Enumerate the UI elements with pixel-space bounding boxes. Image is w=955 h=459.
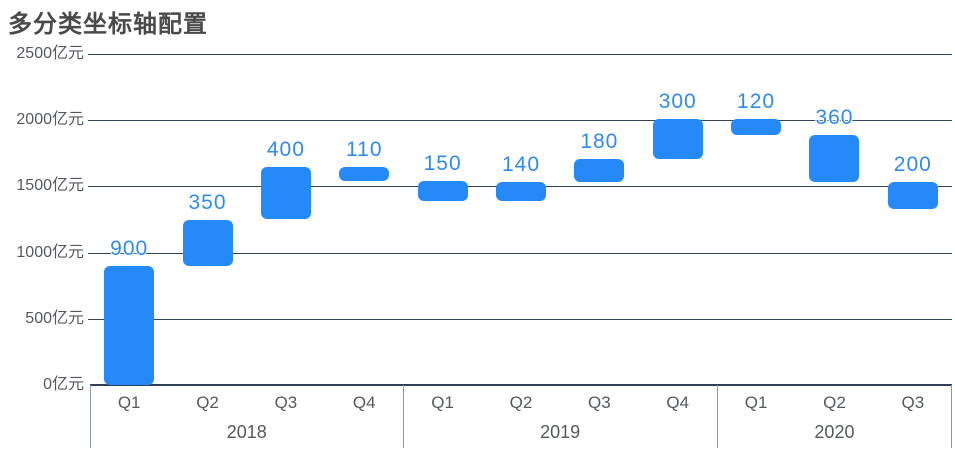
waterfall-bar-2019-Q4[interactable]	[652, 118, 703, 159]
x-axis-quarter-label: Q3	[588, 393, 611, 412]
waterfall-bar-2020-Q2[interactable]	[809, 134, 860, 183]
bar-value-label: 120	[737, 89, 776, 113]
year-separator	[403, 385, 405, 448]
bar-value-label: 110	[346, 137, 383, 161]
x-axis-quarter-label: Q2	[509, 393, 533, 412]
waterfall-bar-2020-Q3[interactable]	[887, 182, 938, 209]
bar-value-label: 150	[423, 152, 462, 176]
y-axis-tick-label: 500亿元	[25, 309, 84, 327]
x-axis-line	[90, 384, 952, 386]
gridline	[88, 54, 952, 55]
waterfall-bar-2018-Q4[interactable]	[339, 166, 390, 182]
x-axis-quarter-label: Q1	[744, 393, 768, 412]
bar-value-label: 180	[580, 129, 619, 153]
y-axis-tick-label: 0亿元	[43, 376, 84, 393]
waterfall-bar-2019-Q2[interactable]	[496, 182, 546, 201]
waterfall-bar-2018-Q1[interactable]	[104, 265, 155, 385]
gridline	[88, 318, 952, 320]
x-axis-year-label: 2020	[814, 422, 855, 442]
bar-value-label: 140	[501, 153, 541, 177]
chart-title: 多分类坐标轴配置	[8, 11, 208, 38]
year-separator	[90, 385, 91, 448]
waterfall-bar-2019-Q3[interactable]	[574, 158, 625, 183]
x-axis-year-label: 2019	[540, 422, 581, 442]
bar-value-label: 200	[893, 153, 932, 177]
x-axis-quarter-label: Q3	[901, 393, 925, 412]
x-axis-year-label: 2018	[226, 422, 267, 442]
y-axis-tick-label: 1000亿元	[16, 243, 84, 261]
y-axis-tick-label: 2500亿元	[16, 45, 84, 62]
x-axis-quarter-label: Q2	[823, 393, 846, 412]
y-axis-tick-label: 2000亿元	[16, 111, 84, 129]
gridline	[88, 252, 952, 254]
x-axis-quarter-label: Q4	[666, 393, 690, 412]
year-separator	[716, 385, 718, 448]
waterfall-bar-2018-Q2[interactable]	[182, 219, 233, 266]
bar-value-label: 900	[110, 236, 149, 260]
x-axis-quarter-label: Q4	[352, 393, 376, 412]
x-axis-quarter-label: Q2	[196, 393, 219, 412]
waterfall-bar-2019-Q1[interactable]	[417, 181, 468, 201]
year-separator	[951, 385, 952, 448]
y-axis-tick-label: 1500亿元	[16, 177, 84, 195]
bar-value-label: 400	[266, 137, 305, 161]
bar-value-label: 350	[188, 190, 227, 214]
x-axis-quarter-label: Q1	[431, 393, 454, 412]
bar-value-label: 360	[815, 105, 854, 129]
waterfall-bar-2018-Q3[interactable]	[260, 166, 311, 220]
x-axis-quarter-label: Q3	[274, 393, 298, 412]
waterfall-bar-2020-Q1[interactable]	[731, 118, 782, 135]
bar-value-label: 300	[658, 89, 697, 113]
x-axis-quarter-label: Q1	[117, 393, 141, 412]
gridline	[88, 120, 952, 122]
